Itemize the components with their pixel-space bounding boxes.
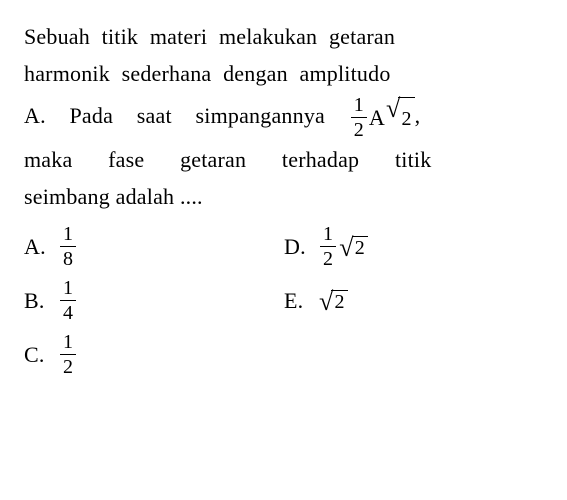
- option-value: √ 2: [318, 288, 348, 314]
- radicand: 2: [331, 290, 347, 314]
- options-list: A. 1 8 D. 1 2 √ 2 B: [24, 224, 543, 378]
- word: maka: [24, 147, 72, 172]
- math-expression: 1 2 A √ 2: [349, 95, 415, 141]
- option-value: 1 2 √ 2: [318, 224, 368, 269]
- fraction: 1 2: [320, 224, 336, 269]
- option-label: B.: [24, 288, 58, 314]
- word: terhadap: [282, 147, 359, 172]
- option-b: B. 1 4: [24, 278, 284, 324]
- word: fase: [108, 147, 144, 172]
- word: getaran: [329, 24, 395, 49]
- denominator: 2: [320, 247, 336, 269]
- question-line-4: maka fase getaran terhadap titik: [24, 141, 543, 178]
- word: sederhana: [122, 61, 212, 86]
- option-value: 1 8: [58, 224, 78, 269]
- option-label: D.: [284, 234, 318, 260]
- option-label: A.: [24, 234, 58, 260]
- word: ....: [180, 184, 203, 209]
- word: harmonik: [24, 61, 110, 86]
- word: melakukan: [219, 24, 317, 49]
- word: Pada: [70, 103, 114, 128]
- option-row: A. 1 8 D. 1 2 √ 2: [24, 224, 543, 270]
- radical-icon: √: [339, 235, 353, 261]
- word: adalah: [116, 184, 175, 209]
- option-row: B. 1 4 E. √ 2: [24, 278, 543, 324]
- radical-icon: √: [386, 96, 400, 141]
- square-root: √ 2: [319, 288, 348, 314]
- denominator: 8: [60, 247, 76, 269]
- word: titik: [395, 147, 431, 172]
- numerator: 1: [351, 95, 367, 118]
- fraction: 1 2: [351, 95, 367, 140]
- radical-icon: √: [319, 289, 333, 315]
- option-row: C. 1 2: [24, 332, 543, 378]
- denominator: 2: [60, 355, 76, 377]
- option-a: A. 1 8: [24, 224, 284, 270]
- word: getaran: [180, 147, 246, 172]
- numerator: 1: [320, 224, 336, 247]
- word: dengan: [223, 61, 288, 86]
- option-label: C.: [24, 342, 58, 368]
- question-line-2: harmonik sederhana dengan amplitudo: [24, 55, 543, 92]
- option-d: D. 1 2 √ 2: [284, 224, 368, 270]
- word: seimbang: [24, 184, 110, 209]
- denominator: 2: [351, 118, 367, 140]
- option-c: C. 1 2: [24, 332, 284, 378]
- numerator: 1: [60, 224, 76, 247]
- word: titik: [102, 24, 138, 49]
- punctuation: ,: [415, 103, 421, 128]
- word: Sebuah: [24, 24, 90, 49]
- fraction: 1 8: [60, 224, 76, 269]
- radicand: 2: [398, 97, 414, 140]
- word: amplitudo: [300, 61, 391, 86]
- question-line-1: Sebuah titik materi melakukan getaran: [24, 18, 543, 55]
- word: simpangannya: [196, 103, 325, 128]
- square-root: √ 2: [386, 95, 415, 140]
- numerator: 1: [60, 332, 76, 355]
- square-root: √ 2: [339, 234, 368, 260]
- fraction: 1 4: [60, 278, 76, 323]
- option-label: E.: [284, 288, 318, 314]
- question-line-5: seimbang adalah ....: [24, 178, 543, 215]
- word: A.: [24, 103, 46, 128]
- option-e: E. √ 2: [284, 278, 348, 324]
- question-text: Sebuah titik materi melakukan getaran ha…: [24, 18, 543, 216]
- option-value: 1 2: [58, 332, 78, 377]
- numerator: 1: [60, 278, 76, 301]
- word: materi: [150, 24, 207, 49]
- question-line-3: A. Pada saat simpangannya 1 2 A √ 2 ,: [24, 93, 543, 141]
- denominator: 4: [60, 301, 76, 323]
- variable: A: [369, 95, 385, 141]
- fraction: 1 2: [60, 332, 76, 377]
- option-value: 1 4: [58, 278, 78, 323]
- word: saat: [137, 103, 172, 128]
- radicand: 2: [352, 236, 368, 260]
